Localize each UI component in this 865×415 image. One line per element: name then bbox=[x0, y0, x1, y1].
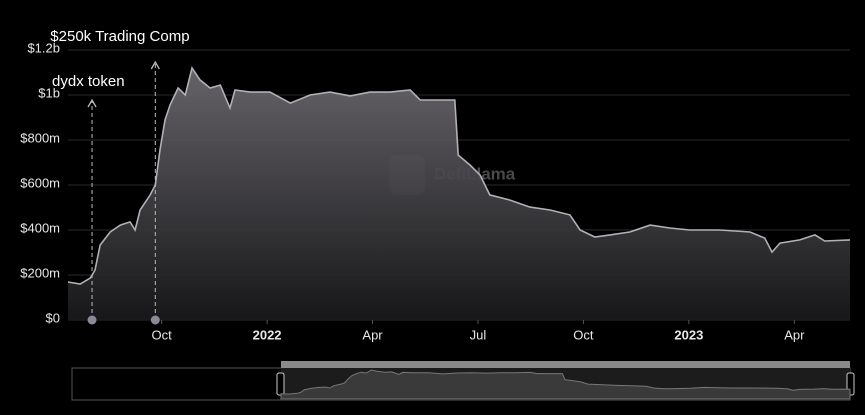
x-tick-label: Apr bbox=[784, 327, 805, 342]
navigator-scrollbar[interactable] bbox=[281, 361, 850, 368]
y-tick-label: $1b bbox=[38, 85, 60, 100]
y-tick-label: $600m bbox=[20, 175, 60, 190]
x-tick-label: Oct bbox=[573, 327, 594, 342]
y-tick-label: $0 bbox=[46, 310, 60, 325]
x-tick-label: 2022 bbox=[253, 327, 282, 342]
y-tick-label: $400m bbox=[20, 220, 60, 235]
area-fill bbox=[68, 68, 850, 320]
annotation-arrow bbox=[87, 98, 97, 108]
annotation-arrow bbox=[150, 60, 160, 70]
x-tick-label: Jul bbox=[470, 327, 487, 342]
x-tick-label: Apr bbox=[362, 327, 383, 342]
area-line bbox=[67, 66, 851, 285]
navigator-line bbox=[280, 369, 851, 400]
annotation-label: dydx token bbox=[52, 73, 125, 90]
y-tick-label: $200m bbox=[20, 265, 60, 280]
navigator-handle-left[interactable] bbox=[276, 372, 285, 396]
y-tick-label: $1.2b bbox=[27, 40, 60, 55]
annotation-dot bbox=[150, 315, 160, 325]
x-tick-label: Oct bbox=[152, 327, 173, 342]
y-tick-label: $800m bbox=[20, 130, 60, 145]
x-tick-label: 2023 bbox=[674, 327, 703, 342]
annotation-dot bbox=[87, 315, 97, 325]
annotation-label: $250k Trading Comp bbox=[50, 28, 189, 45]
